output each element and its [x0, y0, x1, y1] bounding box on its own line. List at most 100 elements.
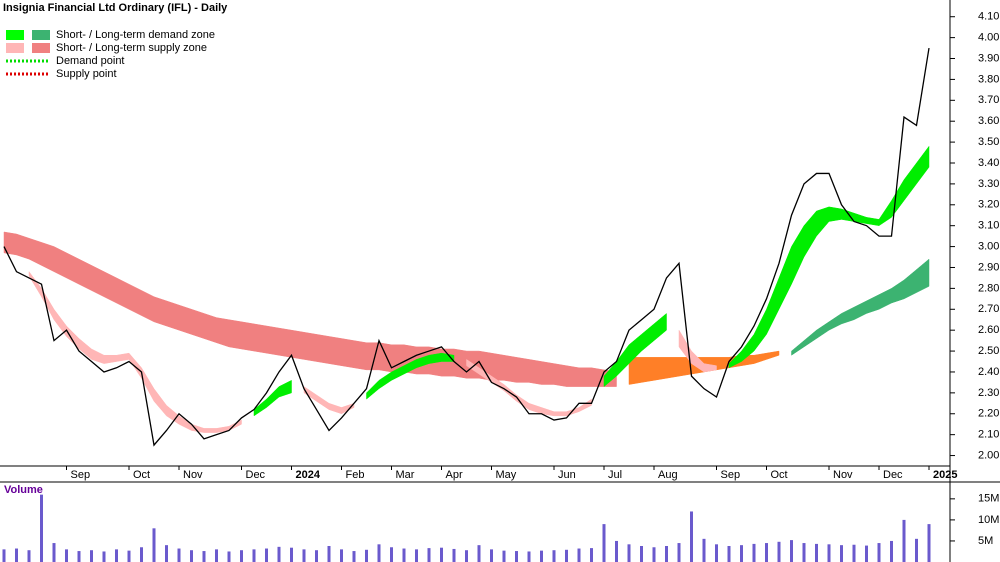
- x-tick-label: Jun: [558, 469, 576, 481]
- volume-bar: [27, 550, 31, 562]
- volume-bar: [402, 548, 406, 562]
- volume-bar: [515, 551, 518, 562]
- volume-bar: [190, 550, 193, 562]
- volume-bar: [340, 549, 343, 562]
- volume-bar: [365, 549, 368, 562]
- volume-bar: [315, 550, 318, 562]
- volume-bar: [227, 551, 231, 562]
- y-tick-label: 2.50: [978, 345, 999, 357]
- volume-bar: [352, 551, 356, 562]
- y-tick-label: 2.90: [978, 261, 999, 273]
- volume-bar: [765, 543, 768, 562]
- x-tick-label: Oct: [133, 469, 150, 481]
- x-tick-label: Sep: [721, 469, 741, 481]
- volume-bar: [265, 548, 268, 562]
- volume-bar: [252, 549, 256, 562]
- volume-tick-label: 15M: [978, 493, 999, 505]
- zone-band: [791, 258, 930, 356]
- volume-bar: [415, 549, 418, 562]
- x-tick-label: Nov: [833, 469, 853, 481]
- volume-bar: [290, 547, 293, 562]
- y-tick-label: 3.20: [978, 199, 999, 211]
- legend-swatch: [6, 43, 24, 53]
- volume-bar: [890, 540, 893, 562]
- volume-title: Volume: [4, 484, 43, 496]
- volume-bar: [615, 540, 618, 562]
- y-tick-label: 3.00: [978, 240, 999, 252]
- volume-bar: [440, 547, 443, 562]
- volume-bar: [177, 548, 181, 562]
- chart-title: Insignia Financial Ltd Ordinary (IFL) - …: [3, 2, 228, 14]
- x-tick-label: Apr: [446, 469, 463, 481]
- y-tick-label: 2.60: [978, 324, 999, 336]
- legend-swatch: [32, 30, 50, 40]
- volume-bar: [552, 550, 556, 562]
- volume-bar: [565, 549, 568, 562]
- volume-bar: [15, 548, 18, 562]
- x-tick-label: 2025: [933, 469, 957, 481]
- volume-bar: [540, 550, 543, 562]
- volume-bar: [40, 494, 43, 562]
- volume-bar: [627, 544, 631, 562]
- volume-bar: [602, 524, 606, 562]
- volume-bar: [927, 524, 931, 562]
- x-tick-label: Sep: [71, 469, 91, 481]
- volume-bar: [815, 543, 818, 562]
- volume-bar: [102, 551, 106, 562]
- volume-bar: [477, 545, 481, 562]
- zone-band: [28, 270, 717, 433]
- volume-bar: [90, 550, 93, 562]
- y-tick-label: 4.00: [978, 32, 999, 44]
- volume-bar: [127, 550, 131, 562]
- volume-bar: [590, 548, 593, 562]
- y-tick-label: 2.00: [978, 449, 999, 461]
- volume-bar: [790, 540, 793, 562]
- y-tick-label: 3.70: [978, 94, 999, 106]
- volume-bar: [490, 549, 493, 562]
- zone-band: [3, 231, 617, 387]
- legend-label: Supply point: [56, 68, 117, 80]
- volume-bar: [215, 549, 218, 562]
- volume-bar: [452, 548, 456, 562]
- x-tick-label: Dec: [246, 469, 266, 481]
- volume-bar: [527, 551, 531, 562]
- volume-bar: [165, 545, 168, 562]
- x-tick-label: Jul: [608, 469, 622, 481]
- volume-bar: [715, 544, 718, 562]
- x-tick-label: Dec: [883, 469, 903, 481]
- volume-bar: [852, 544, 856, 562]
- plot-area: [2, 47, 931, 562]
- volume-bar: [390, 547, 393, 562]
- volume-bar: [302, 549, 306, 562]
- y-tick-label: 3.60: [978, 115, 999, 127]
- x-tick-label: 2024: [296, 469, 321, 481]
- volume-bar: [677, 543, 681, 562]
- volume-bar: [640, 546, 643, 562]
- volume-bar: [465, 550, 468, 562]
- y-tick-label: 3.50: [978, 136, 999, 148]
- volume-bar: [377, 544, 381, 562]
- legend-label: Demand point: [56, 55, 125, 67]
- volume-bar: [665, 546, 668, 562]
- volume-bar: [740, 545, 743, 562]
- volume-bar: [140, 547, 143, 562]
- volume-bar: [802, 543, 806, 562]
- y-tick-label: 4.10: [978, 11, 999, 23]
- volume-bar: [152, 528, 156, 562]
- volume-bar: [2, 549, 6, 562]
- y-tick-label: 2.30: [978, 387, 999, 399]
- y-tick-label: 2.40: [978, 366, 999, 378]
- volume-bar: [327, 546, 331, 562]
- volume-bar: [877, 543, 881, 562]
- x-tick-label: Aug: [658, 469, 678, 481]
- x-tick-label: Oct: [771, 469, 788, 481]
- x-tick-label: Mar: [396, 469, 415, 481]
- volume-tick-label: 5M: [978, 535, 993, 547]
- volume-bar: [577, 548, 581, 562]
- y-tick-label: 2.10: [978, 429, 999, 441]
- volume-bar: [277, 546, 281, 562]
- volume-bar: [777, 541, 781, 562]
- volume-bar: [502, 550, 506, 562]
